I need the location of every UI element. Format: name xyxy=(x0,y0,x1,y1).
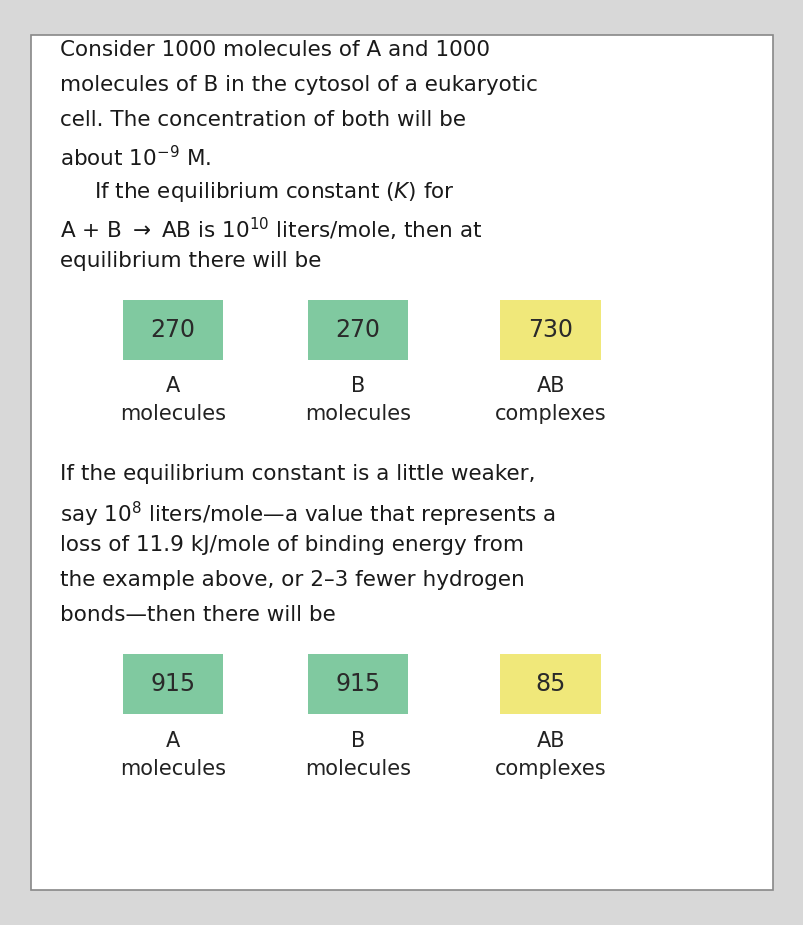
Text: molecules: molecules xyxy=(304,758,410,779)
Text: about $\mathregular{10^{-9}}$ M.: about $\mathregular{10^{-9}}$ M. xyxy=(60,145,211,170)
Text: molecules: molecules xyxy=(304,404,410,425)
Text: cell. The concentration of both will be: cell. The concentration of both will be xyxy=(60,110,466,130)
FancyBboxPatch shape xyxy=(31,35,772,890)
FancyBboxPatch shape xyxy=(122,300,222,360)
Text: complexes: complexes xyxy=(495,758,605,779)
Text: the example above, or 2–3 fewer hydrogen: the example above, or 2–3 fewer hydrogen xyxy=(60,570,524,590)
FancyBboxPatch shape xyxy=(307,654,408,714)
Text: 915: 915 xyxy=(150,672,195,696)
Text: 730: 730 xyxy=(528,318,573,341)
Text: AB: AB xyxy=(536,376,565,397)
Text: If the equilibrium constant is a little weaker,: If the equilibrium constant is a little … xyxy=(60,464,535,485)
Text: If the equilibrium constant ($\mathit{K}$) for: If the equilibrium constant ($\mathit{K}… xyxy=(94,180,454,204)
FancyBboxPatch shape xyxy=(122,654,222,714)
Text: 915: 915 xyxy=(335,672,380,696)
Text: A + B $\rightarrow$ AB is $\mathregular{10^{10}}$ liters/mole, then at: A + B $\rightarrow$ AB is $\mathregular{… xyxy=(60,216,482,242)
Text: loss of 11.9 kJ/mole of binding energy from: loss of 11.9 kJ/mole of binding energy f… xyxy=(60,535,524,555)
Text: molecules: molecules xyxy=(120,758,226,779)
Text: molecules of B in the cytosol of a eukaryotic: molecules of B in the cytosol of a eukar… xyxy=(60,75,537,95)
Text: Consider 1000 molecules of A and 1000: Consider 1000 molecules of A and 1000 xyxy=(60,40,490,60)
Text: 270: 270 xyxy=(335,318,380,341)
Text: B: B xyxy=(350,731,365,751)
Text: AB: AB xyxy=(536,731,565,751)
Text: B: B xyxy=(350,376,365,397)
Text: complexes: complexes xyxy=(495,404,605,425)
Text: 85: 85 xyxy=(535,672,565,696)
Text: bonds—then there will be: bonds—then there will be xyxy=(60,605,336,625)
Text: molecules: molecules xyxy=(120,404,226,425)
Text: A: A xyxy=(165,731,180,751)
Text: equilibrium there will be: equilibrium there will be xyxy=(60,251,321,271)
FancyBboxPatch shape xyxy=(499,300,601,360)
Text: 270: 270 xyxy=(150,318,195,341)
Text: say $\mathregular{10^{8}}$ liters/mole—a value that represents a: say $\mathregular{10^{8}}$ liters/mole—a… xyxy=(60,500,556,529)
FancyBboxPatch shape xyxy=(499,654,601,714)
Text: A: A xyxy=(165,376,180,397)
FancyBboxPatch shape xyxy=(307,300,408,360)
